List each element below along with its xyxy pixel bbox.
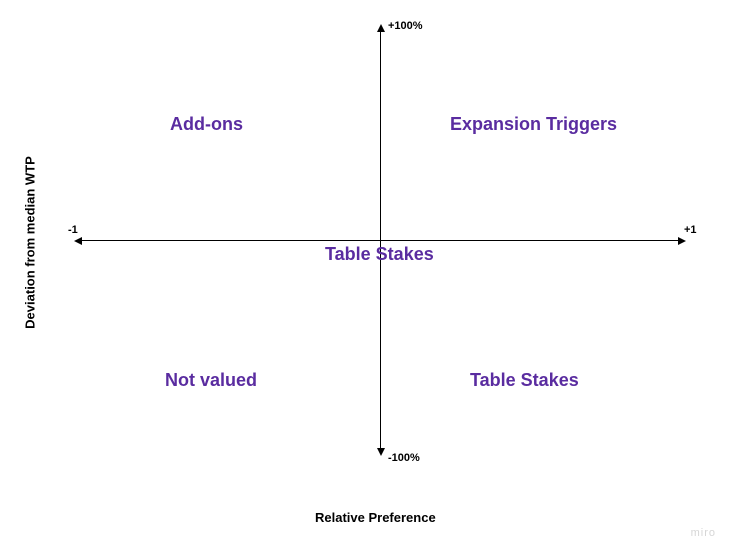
x-min-label: -1 (68, 224, 78, 236)
quadrant-top-left: Add-ons (170, 114, 243, 135)
y-axis-arrow-up (377, 24, 385, 32)
quadrant-top-right: Expansion Triggers (450, 114, 617, 135)
watermark: miro (691, 527, 716, 539)
x-axis-arrow-left (74, 237, 82, 245)
quadrant-bottom-left: Not valued (165, 370, 257, 391)
quadrant-bottom-right: Table Stakes (470, 370, 579, 391)
y-max-label: +100% (388, 20, 423, 32)
x-max-label: +1 (684, 224, 697, 236)
y-min-label: -100% (388, 452, 420, 464)
x-axis-title: Relative Preference (315, 510, 436, 525)
y-axis-line (380, 30, 381, 450)
quadrant-chart: +100% -100% -1 +1 Add-ons Expansion Trig… (60, 20, 700, 490)
y-axis-arrow-down (377, 448, 385, 456)
x-axis-arrow-right (678, 237, 686, 245)
y-axis-title: Deviation from median WTP (23, 143, 38, 343)
quadrant-center: Table Stakes (325, 244, 434, 265)
